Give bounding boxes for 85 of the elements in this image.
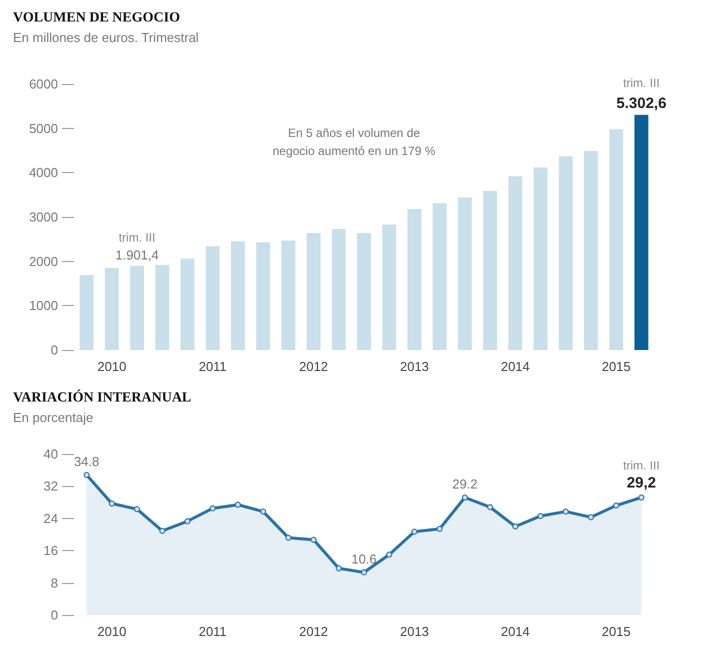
point bbox=[285, 534, 292, 541]
point bbox=[260, 508, 266, 515]
point bbox=[134, 506, 140, 512]
point bbox=[487, 504, 494, 510]
bar bbox=[155, 264, 170, 350]
data-label: 29.2 bbox=[452, 476, 478, 492]
x-tick-label: 2014 bbox=[500, 359, 530, 374]
data-label: 34.8 bbox=[74, 454, 100, 469]
y-tick-label: 1000 bbox=[29, 298, 58, 314]
y-tick-label: 8 bbox=[50, 575, 58, 590]
x-tick-label: 2011 bbox=[198, 624, 227, 639]
x-tick-label: 2015 bbox=[602, 624, 631, 639]
x-tick-label: 2013 bbox=[400, 359, 429, 374]
x-tick-label: 2012 bbox=[299, 359, 328, 374]
point bbox=[411, 528, 418, 535]
bar bbox=[306, 232, 320, 350]
bar bbox=[281, 240, 296, 350]
point bbox=[462, 494, 468, 500]
point bbox=[538, 512, 544, 519]
point bbox=[361, 569, 367, 576]
point bbox=[562, 508, 569, 515]
point bbox=[588, 514, 594, 520]
y-tick-label: 16 bbox=[44, 543, 58, 558]
chart-subtitle: En millones de euros. Trimestral bbox=[13, 30, 199, 45]
x-tick-label: 2015 bbox=[602, 359, 631, 374]
data-label: 10.6 bbox=[351, 551, 377, 566]
bar bbox=[80, 275, 94, 350]
data-label: 1.901,4 bbox=[115, 248, 159, 263]
y-tick-label: 40 bbox=[44, 446, 58, 462]
bar bbox=[458, 197, 472, 350]
point bbox=[84, 472, 90, 478]
point bbox=[234, 502, 241, 508]
bar bbox=[130, 266, 144, 350]
point bbox=[436, 526, 443, 532]
bar bbox=[206, 246, 220, 350]
y-tick-label: 2000 bbox=[29, 254, 58, 269]
y-tick-label: 0 bbox=[50, 608, 58, 622]
y-tick-label: 24 bbox=[44, 510, 58, 526]
data-label: 5.302,6 bbox=[616, 94, 666, 112]
x-tick-label: 2011 bbox=[198, 359, 227, 374]
bar bbox=[584, 150, 598, 350]
bar bbox=[256, 242, 270, 350]
bar bbox=[508, 176, 522, 350]
point bbox=[184, 518, 190, 524]
chart-title: VOLUMEN DE NEGOCIO bbox=[13, 10, 180, 26]
y-tick-label: 6000 bbox=[29, 76, 58, 92]
y-tick-label: 4000 bbox=[29, 165, 58, 180]
bar bbox=[432, 203, 447, 350]
x-tick-label: 2012 bbox=[299, 624, 328, 639]
bar bbox=[609, 129, 624, 350]
point bbox=[512, 523, 518, 530]
y-tick-label: 5000 bbox=[29, 120, 58, 136]
chart-subtitle: En porcentaje bbox=[13, 410, 94, 425]
point bbox=[638, 494, 644, 500]
point bbox=[336, 565, 342, 572]
bar bbox=[382, 224, 396, 350]
bar bbox=[180, 258, 194, 350]
bar bbox=[357, 232, 371, 350]
x-tick-label: 2013 bbox=[400, 624, 429, 639]
annotation: trim. III bbox=[623, 458, 660, 472]
bar bbox=[104, 268, 119, 350]
bar bbox=[634, 114, 648, 350]
data-label: 29,2 bbox=[626, 474, 656, 492]
point bbox=[210, 505, 216, 512]
bar bbox=[558, 156, 573, 350]
bar bbox=[230, 241, 245, 350]
point bbox=[159, 528, 166, 534]
annotation: trim. III bbox=[623, 76, 660, 90]
x-tick-label: 2010 bbox=[97, 624, 126, 639]
annotation: trim. III bbox=[118, 230, 156, 245]
point bbox=[108, 500, 115, 507]
point bbox=[310, 536, 317, 543]
y-tick-label: 32 bbox=[44, 478, 58, 494]
y-tick-label: 3000 bbox=[29, 210, 58, 224]
point bbox=[386, 552, 392, 558]
y-tick-label: 0 bbox=[50, 342, 58, 358]
bar bbox=[332, 228, 346, 350]
bar bbox=[408, 209, 422, 350]
chart-title: VARIACIÓN INTERANUAL bbox=[13, 388, 192, 406]
bar bbox=[483, 190, 498, 350]
annotation: En 5 años el volumen de negocio aumentó en un 179 % bbox=[272, 126, 436, 158]
bar bbox=[534, 167, 548, 350]
x-tick-label: 2010 bbox=[97, 359, 126, 374]
x-tick-label: 2014 bbox=[500, 624, 530, 639]
point bbox=[613, 502, 620, 509]
